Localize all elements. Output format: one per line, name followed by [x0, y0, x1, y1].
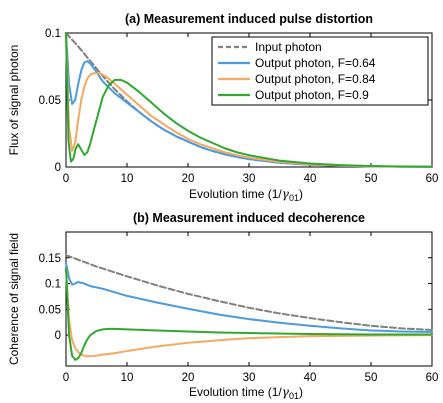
panel-a-x-axis-label: Evolution time (1/γ01) [189, 187, 303, 203]
legend-entry-f09: Output photon, F=0.9 [218, 88, 369, 102]
legend-label-f064: Output photon, F=0.64 [255, 56, 376, 70]
panel-b-y-tick-label: 0.15 [39, 253, 61, 265]
panel-a-x-tick-label: 60 [426, 173, 439, 185]
panel-a-x-tick-label: 0 [63, 173, 69, 185]
panel-b-series-output-photon-3 [65, 267, 433, 361]
legend-entry-f084: Output photon, F=0.84 [218, 72, 376, 86]
panel-a-x-tick-label: 50 [365, 173, 378, 185]
panel-a-y-axis-label: Flux of signal photon [7, 45, 21, 156]
panel-b-x-tick-label: 30 [243, 372, 256, 384]
panel-a-series-output-photon-3 [65, 32, 433, 168]
panel-b-plot-frame [65, 231, 433, 367]
panel-a-x-tick-label: 20 [182, 173, 195, 185]
panel-a-x-tick-label: 10 [121, 173, 134, 185]
legend-label-input-photon: Input photon [255, 40, 322, 54]
panel-a-ticks: 0 10 20 30 40 50 60 0 0.05 0.1 [39, 28, 439, 185]
panel-b-title: (b) Measurement induced decoherence [133, 211, 365, 225]
panel-a-series [65, 32, 433, 168]
panel-b-series-input-photon [65, 254, 433, 331]
panel-a-legend: Input photon Output photon, F=0.64 Outpu… [211, 36, 429, 106]
panel-a-series-output-photon-2 [65, 32, 433, 168]
legend-label-f09: Output photon, F=0.9 [255, 88, 369, 102]
panel-b-x-tick-label: 20 [182, 372, 195, 384]
panel-b-y-tick-label: 0.1 [45, 279, 61, 291]
panel-b-x-tick-label: 10 [121, 372, 134, 384]
panel-b-y-tick-label: 0.05 [39, 304, 61, 316]
panel-b-x-tick-label: 50 [365, 372, 378, 384]
panel-b-ticks: 0 10 20 30 40 50 60 0 0.05 0.1 0.15 [39, 232, 439, 384]
panel-b-series-output-photon-1 [65, 261, 433, 333]
panel-a-x-tick-label: 30 [243, 173, 256, 185]
panel-b-series-output-photon-2 [65, 267, 433, 358]
panel-b-series [65, 254, 433, 361]
legend-entry-f064: Output photon, F=0.64 [218, 56, 376, 70]
panel-b-y-axis-label: Coherence of signal field [7, 233, 21, 365]
panel-b: (b) Measurement induced decoherence 0 10 2… [7, 211, 438, 401]
legend-entry-input-photon: Input photon [218, 40, 322, 54]
panel-b-x-tick-label: 60 [426, 372, 439, 384]
panel-a-y-tick-label: 0.05 [39, 95, 61, 107]
panel-b-y-tick-label: 0 [55, 330, 61, 342]
legend-label-f084: Output photon, F=0.84 [255, 72, 376, 86]
legend-box [211, 36, 429, 106]
panel-a-x-tick-label: 40 [304, 173, 317, 185]
panel-b-x-tick-label: 0 [63, 372, 69, 384]
panel-a-y-tick-label: 0.1 [45, 28, 61, 40]
panel-a-y-tick-label: 0 [55, 162, 61, 174]
panel-a: (a) Measurement induced pulse distortion… [7, 12, 438, 203]
panel-b-x-tick-label: 40 [304, 372, 317, 384]
panel-b-x-axis-label: Evolution time (1/γ01) [189, 385, 303, 401]
panel-a-title: (a) Measurement induced pulse distortion [125, 12, 373, 26]
